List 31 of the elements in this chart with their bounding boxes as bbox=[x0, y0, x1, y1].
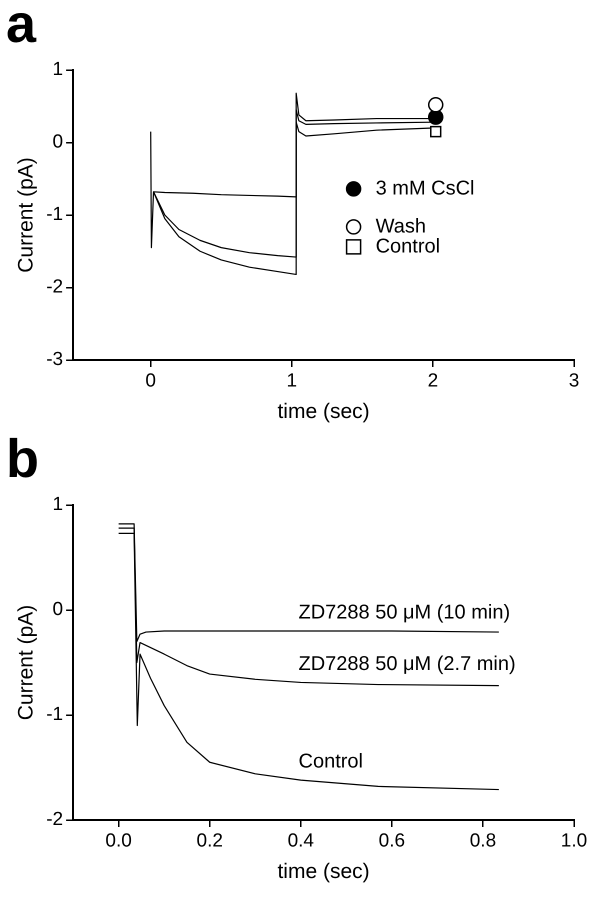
x-tick-label: 1.0 bbox=[560, 830, 588, 852]
y-tick-label: -3 bbox=[46, 349, 64, 370]
y-tick-label: 1 bbox=[52, 59, 64, 80]
y-tick-label: -1 bbox=[46, 704, 64, 726]
y-tick-label: 0 bbox=[52, 599, 64, 620]
x-tick-label: 1 bbox=[286, 370, 298, 392]
x-tick-label: 0.6 bbox=[378, 830, 406, 852]
y-tick-label: 0 bbox=[52, 132, 64, 153]
x-tick-label: 0.4 bbox=[288, 830, 314, 852]
x-axis-title: time (sec) bbox=[277, 860, 370, 884]
x-tick-label: 0.8 bbox=[470, 830, 496, 852]
y-tick-label: -2 bbox=[46, 809, 64, 830]
y-tick-label: -2 bbox=[46, 276, 64, 298]
chart-title: b bbox=[6, 428, 39, 489]
y-tick-label: -1 bbox=[46, 204, 64, 226]
series-label: Control bbox=[298, 750, 363, 773]
chart-title: a bbox=[6, 0, 37, 54]
x-tick-label: 0 bbox=[145, 370, 156, 392]
x-axis-title: time (sec) bbox=[277, 400, 370, 424]
x-tick-label: 3 bbox=[568, 370, 580, 392]
legend-label: Control bbox=[376, 235, 440, 258]
y-tick-label: 1 bbox=[52, 494, 64, 516]
x-tick-label: 0.2 bbox=[196, 830, 223, 852]
y-axis-title: Current (pA) bbox=[14, 604, 38, 720]
legend-label: Wash bbox=[376, 215, 426, 238]
y-axis-title: Current (pA) bbox=[14, 157, 38, 273]
x-tick-label: 0.0 bbox=[105, 830, 132, 852]
series-label: ZD7288 50 μM (2.7 min) bbox=[298, 652, 516, 675]
legend-label: 3 mM CsCl bbox=[376, 177, 474, 200]
series-label: ZD7288 50 μM (10 min) bbox=[298, 602, 510, 624]
x-tick-label: 2 bbox=[428, 370, 438, 392]
